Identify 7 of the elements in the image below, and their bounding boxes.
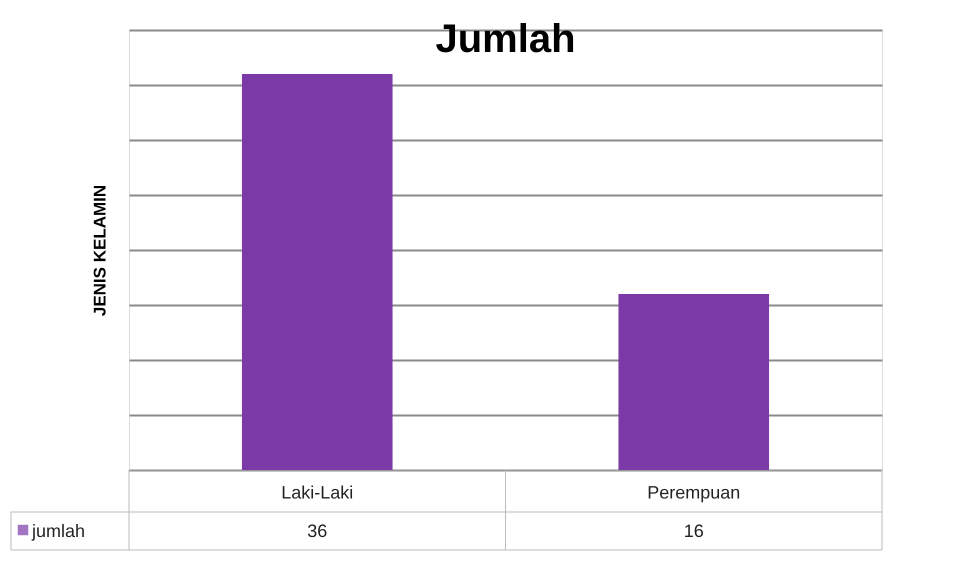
data-label: 36 xyxy=(307,521,328,541)
legend-label: jumlah xyxy=(31,521,86,541)
data-label: 16 xyxy=(684,521,704,541)
x-tick-label: Perempuan xyxy=(647,482,740,502)
x-tick-label: Laki-Laki xyxy=(281,482,354,502)
y-axis-title: JENIS KELAMIN xyxy=(90,184,110,316)
chart-title: Jumlah xyxy=(435,17,576,61)
